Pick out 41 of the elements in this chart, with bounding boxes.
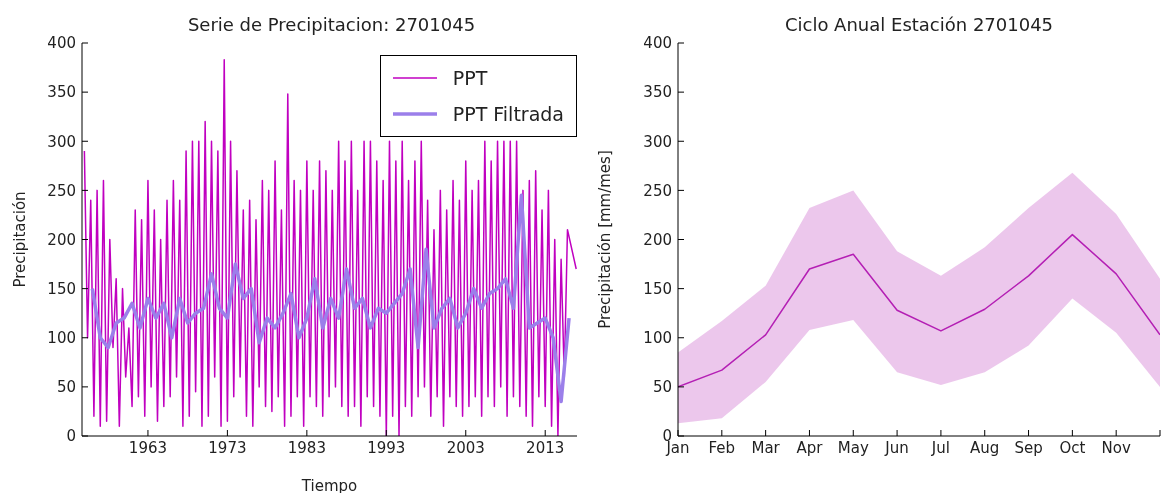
chart-title: Serie de Precipitacion: 2701045 — [186, 14, 477, 35]
x-tick-label: 1963 — [128, 438, 168, 457]
y-tick-label: 50 — [652, 378, 672, 397]
legend-label: PPT — [452, 66, 488, 91]
y-tick-label: 200 — [643, 230, 672, 249]
y-tick-label: 50 — [56, 378, 76, 397]
x-tick-label: May — [837, 438, 869, 457]
y-tick-label: 150 — [47, 279, 76, 298]
x-tick-label: 1973 — [208, 438, 247, 457]
x-tick-label: Feb — [708, 438, 736, 457]
y-tick-label: 400 — [643, 34, 672, 53]
y-tick-label: 300 — [47, 132, 76, 151]
y-tick-label: 250 — [47, 181, 76, 200]
y-tick-label: 150 — [643, 279, 672, 298]
x-tick-label: Jun — [884, 438, 909, 457]
line-series — [90, 193, 571, 404]
x-tick-label: Oct — [1059, 438, 1086, 457]
y-axis-title: Precipitación — [11, 191, 30, 288]
legend-label: PPT Filtrada — [452, 102, 564, 127]
x-tick-label: Sep — [1014, 438, 1043, 457]
y-tick-label: 0 — [66, 427, 76, 446]
y-tick-label: 350 — [47, 83, 76, 102]
y-tick-label: 250 — [643, 181, 672, 200]
x-tick-label: Apr — [796, 438, 824, 457]
x-tick-label: Jul — [930, 438, 950, 457]
y-tick-label: 400 — [47, 34, 76, 53]
y-axis-title: Precipitación [mm/mes] — [596, 150, 615, 329]
x-tick-label: Aug — [970, 438, 1000, 457]
y-tick-label: 200 — [47, 230, 76, 249]
y-tick-label: 300 — [643, 132, 672, 151]
x-tick-label: Nov — [1101, 438, 1131, 457]
x-tick-label: 2013 — [526, 438, 565, 457]
x-tick-label: 1993 — [367, 438, 406, 457]
x-tick-label: 2003 — [446, 438, 485, 457]
chart-title: Ciclo Anual Estación 2701045 — [783, 14, 1055, 35]
y-tick-label: 100 — [643, 329, 672, 348]
x-tick-label: 1983 — [287, 438, 326, 457]
y-tick-label: 100 — [47, 329, 76, 348]
x-tick-label: Mar — [751, 438, 781, 457]
line-series — [678, 233, 1160, 388]
y-tick-label: 350 — [643, 83, 672, 102]
